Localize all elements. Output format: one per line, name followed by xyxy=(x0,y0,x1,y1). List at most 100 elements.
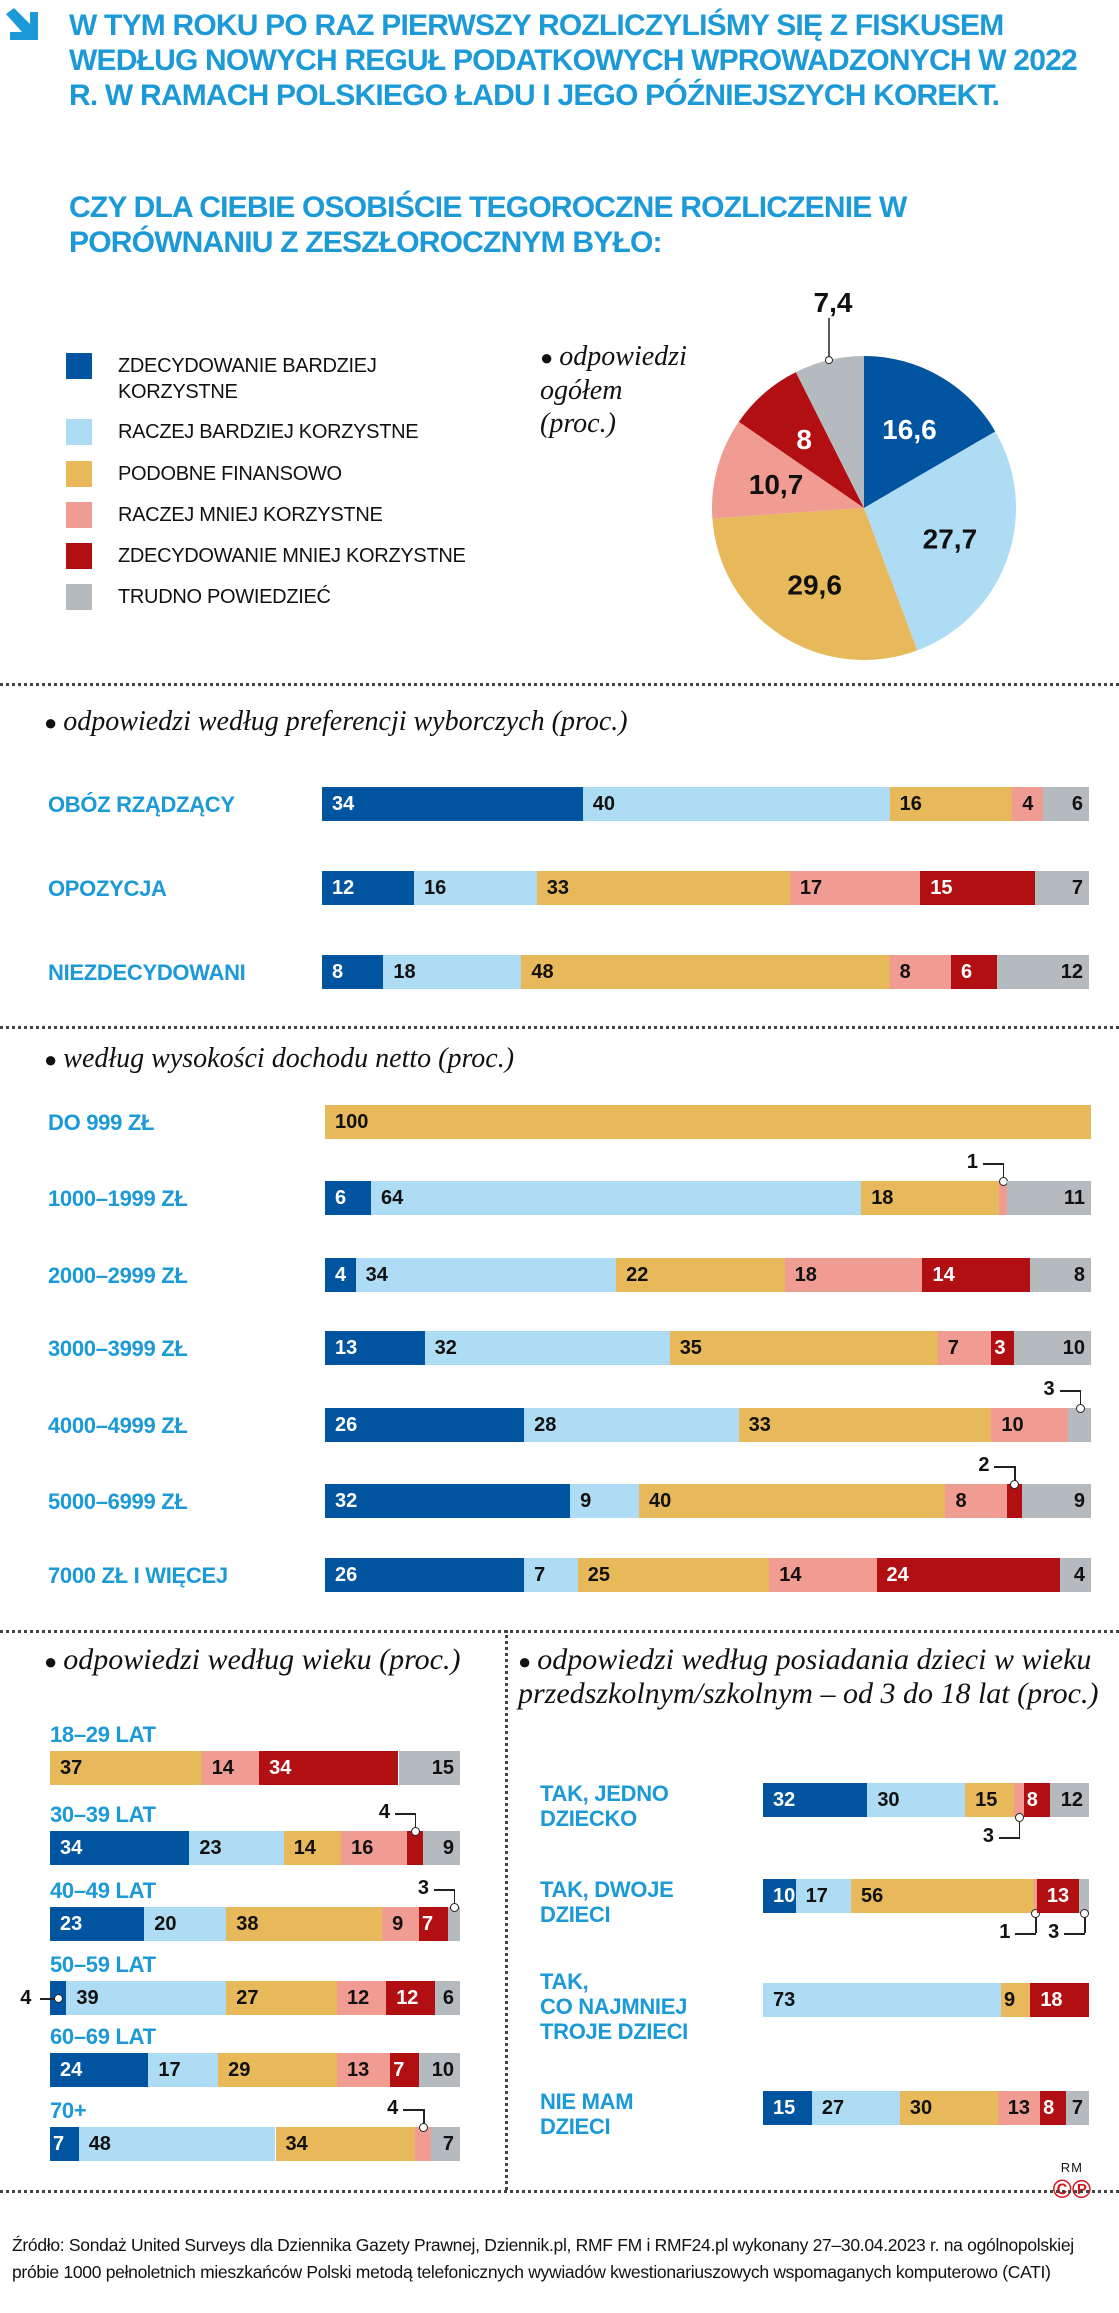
bar-value-label: 12 xyxy=(1060,961,1083,983)
bar-value-label: 4 xyxy=(1022,793,1034,815)
callout-line xyxy=(1035,1913,1037,1933)
callout-line xyxy=(1015,1933,1037,1935)
bar-value-label: 9 xyxy=(1073,1490,1085,1512)
bar-segment: 25 xyxy=(577,1558,770,1592)
bar-value-label: 24 xyxy=(886,1564,909,1586)
pie-value-label: 10,7 xyxy=(749,469,804,500)
callout-value-label: 3 xyxy=(417,1877,429,1899)
callout-line xyxy=(982,1163,1004,1165)
category-label: 2000–2999 ZŁ xyxy=(48,1262,188,1288)
legend-swatch xyxy=(66,353,92,379)
legend-item: RACZEJ BARDZIEJ KORZYSTNE xyxy=(66,419,518,445)
callout-dot xyxy=(1010,1480,1020,1489)
category-label: TAK, DWOJE DZIECI xyxy=(540,1877,674,1927)
bar-segment: 28 xyxy=(524,1408,739,1442)
bar-segment: 4 xyxy=(1012,787,1043,821)
bar-segment: 30 xyxy=(867,1783,966,1817)
bar-value-label: 3 xyxy=(994,1337,1006,1359)
bar-value-label: 9 xyxy=(392,1913,404,1935)
legend-label: RACZEJ BARDZIEJ KORZYSTNE xyxy=(118,421,419,443)
bar-value-label: 32 xyxy=(434,1337,457,1359)
survey-question: CZY DLA CIEBIE OSOBIŚCIE TEGOROCZNE ROZL… xyxy=(69,191,907,259)
bar-segment: 8 xyxy=(322,955,384,989)
callout-line xyxy=(1014,1466,1016,1484)
bar-value-label: 10 xyxy=(1001,1414,1024,1436)
bar-segment: 7 xyxy=(419,1907,448,1941)
bar-segment: 8 xyxy=(889,955,951,989)
bar-value-label: 26 xyxy=(335,1414,358,1436)
bar-value-label: 6 xyxy=(335,1187,347,1209)
bar-value-label: 56 xyxy=(861,1885,884,1907)
callout-dot xyxy=(410,1827,420,1836)
bar-value-label: 23 xyxy=(60,1913,83,1935)
divider xyxy=(0,1026,1119,1029)
bar-value-label: 11 xyxy=(1063,1187,1085,1209)
callout-line xyxy=(1059,1390,1081,1392)
bar-value-label: 7 xyxy=(1071,877,1083,899)
bar-segment: 32 xyxy=(763,1783,868,1817)
callout-value-label: 1 xyxy=(999,1921,1011,1943)
divider-vertical xyxy=(505,1630,508,2190)
bar-segment xyxy=(406,1831,424,1865)
bar-segment: 33 xyxy=(738,1408,992,1442)
bar-segment: 20 xyxy=(144,1907,227,1941)
bar-value-label: 28 xyxy=(534,1414,557,1436)
section-title-text: odpowiedzi według wieku (proc.) xyxy=(63,1643,461,1676)
bar-segment: 34 xyxy=(259,1751,399,1785)
callout-value-label: 1 xyxy=(966,1151,979,1173)
category-label: 60–69 LAT xyxy=(50,2024,156,2049)
bar-segment: 9 xyxy=(423,1831,460,1865)
bar-value-label: 37 xyxy=(60,1757,83,1779)
bar-segment: 24 xyxy=(50,2053,149,2087)
bar-segment: 23 xyxy=(50,1907,145,1941)
bar-segment: 4 xyxy=(325,1258,356,1292)
bar-value-label: 8 xyxy=(332,961,344,983)
callout-line xyxy=(394,1813,416,1815)
bar-segment: 7 xyxy=(390,2053,419,2087)
legend-item: ZDECYDOWANIE BARDZIEJ KORZYSTNE xyxy=(66,353,380,405)
bar-value-label: 10 xyxy=(773,1885,796,1907)
bar-segment xyxy=(1033,1879,1037,1913)
bar-value-label: 23 xyxy=(199,1837,222,1859)
bar-segment: 16 xyxy=(414,871,537,905)
bar-segment: 10 xyxy=(419,2053,460,2087)
bar-value-label: 7 xyxy=(534,1564,546,1586)
category-label: 70+ xyxy=(50,2098,87,2123)
bar-segment: 38 xyxy=(226,1907,383,1941)
bar-segment: 9 xyxy=(382,1907,419,1941)
divider xyxy=(0,683,1119,686)
bar-value-label: 7 xyxy=(393,2059,405,2081)
bar-segment: 18 xyxy=(383,955,522,989)
bar-value-label: 17 xyxy=(799,877,823,899)
bar-value-label: 18 xyxy=(393,961,416,983)
pie-slice xyxy=(864,356,996,508)
pie-value-label: 29,6 xyxy=(787,570,842,601)
callout-value-label: 3 xyxy=(1043,1378,1055,1400)
bar-value-label: 7 xyxy=(947,1337,959,1359)
section-title-text: odpowiedzi według posiadania dzieci w wi… xyxy=(518,1643,1099,1710)
bar-value-label: 48 xyxy=(531,961,554,983)
bar-value-label: 10 xyxy=(1062,1337,1085,1359)
pie-value-label: 7,4 xyxy=(814,287,853,318)
pie-value-label: 8 xyxy=(796,424,812,455)
category-label: NIEZDECYDOWANI xyxy=(48,959,246,985)
legend-item: RACZEJ MNIEJ KORZYSTNE xyxy=(66,502,518,528)
bar-value-label: 24 xyxy=(60,2059,83,2081)
bar-segment: 17 xyxy=(148,2053,219,2087)
callout-value-label: 4 xyxy=(378,1801,391,1823)
bar-segment: 17 xyxy=(795,1879,851,1913)
bar-segment: 64 xyxy=(370,1181,862,1215)
bar-value-label: 15 xyxy=(773,2097,796,2119)
bar-segment: 12 xyxy=(337,1981,387,2015)
callout-line xyxy=(1079,1390,1081,1408)
legend-swatch xyxy=(66,502,92,528)
callout-value-label: 3 xyxy=(982,1825,995,1847)
bar-segment: 15 xyxy=(920,871,1036,905)
bar-value-label: 6 xyxy=(960,961,973,983)
bar-value-label: 8 xyxy=(899,961,911,983)
callout-dot xyxy=(54,1994,64,2003)
bar-segment: 18 xyxy=(1030,1983,1089,2017)
bar-value-label: 73 xyxy=(773,1989,796,2011)
pie-value-label: 27,7 xyxy=(923,524,978,555)
bar-value-label: 16 xyxy=(424,877,447,899)
